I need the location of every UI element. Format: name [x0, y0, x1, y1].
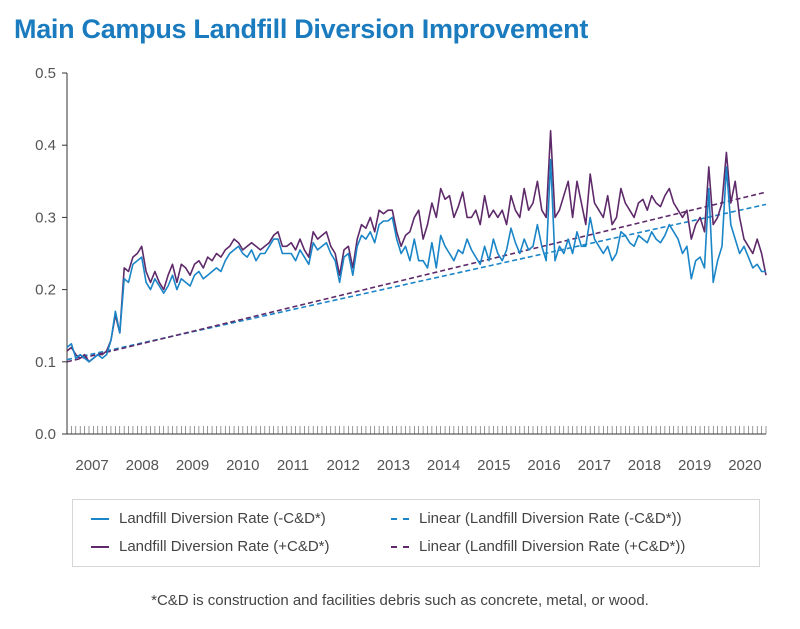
- y-tick-label: 0.4: [35, 137, 56, 154]
- legend-label: Linear (Landfill Diversion Rate (-C&D*)): [419, 510, 682, 527]
- y-tick-label: 0.0: [35, 426, 56, 443]
- footnote: *C&D is construction and facilities debr…: [151, 592, 649, 609]
- x-tick-label: 2008: [126, 457, 159, 474]
- x-tick-label: 2009: [176, 457, 209, 474]
- chart-plot: 0.0 0.1 0.2 0.3 0.4 0.5 2007 2008 2009 2010 2011 20…: [35, 65, 767, 474]
- y-tick-label: 0.3: [35, 209, 56, 226]
- y-axis-ticks: [62, 72, 767, 435]
- series-line-1: [66, 130, 767, 363]
- legend-item-cd-included: Landfill Diversion Rate (+C&D*): [91, 538, 330, 555]
- data-series: [66, 130, 767, 363]
- y-tick-label: 0.2: [35, 282, 56, 299]
- chart-title: Main Campus Landfill Diversion Improveme…: [14, 14, 589, 44]
- x-tick-label: 2019: [678, 457, 711, 474]
- x-tick-label: 2007: [75, 457, 108, 474]
- axis-labels: 0.0 0.1 0.2 0.3 0.4 0.5 2007 2008 2009 2010 2011 20…: [35, 65, 761, 474]
- x-tick-label: 2011: [277, 457, 309, 474]
- x-tick-label: 2016: [527, 457, 560, 474]
- x-tick-label: 2010: [226, 457, 259, 474]
- legend-swatch-dashed-purple: [391, 545, 409, 548]
- legend-label: Linear (Landfill Diversion Rate (+C&D*)): [419, 538, 686, 555]
- y-tick-label: 0.1: [35, 354, 56, 371]
- trendline-2: [66, 203, 767, 361]
- legend-swatch-dashed-blue: [391, 517, 409, 520]
- chart-legend: Landfill Diversion Rate (-C&D*) Linear (…: [72, 499, 760, 567]
- x-tick-label: 2013: [377, 457, 410, 474]
- legend-item-linear-cd-included: Linear (Landfill Diversion Rate (+C&D*)): [391, 538, 685, 555]
- axes: [66, 73, 766, 435]
- x-tick-label: 2020: [728, 457, 761, 474]
- legend-swatch-solid-blue: [91, 517, 109, 520]
- x-tick-label: 2014: [427, 457, 460, 474]
- legend-label: Landfill Diversion Rate (-C&D*): [119, 510, 326, 527]
- trendlines: [66, 191, 767, 363]
- x-tick-label: 2015: [477, 457, 510, 474]
- legend-label: Landfill Diversion Rate (+C&D*): [119, 538, 330, 555]
- x-tick-label: 2018: [628, 457, 661, 474]
- legend-item-cd-excluded: Landfill Diversion Rate (-C&D*): [91, 510, 326, 527]
- series-line-0: [66, 158, 766, 363]
- legend-swatch-solid-purple: [91, 545, 109, 548]
- x-tick-label: 2012: [326, 457, 359, 474]
- legend-item-linear-cd-excluded: Linear (Landfill Diversion Rate (-C&D*)): [391, 510, 682, 527]
- y-tick-label: 0.5: [35, 65, 56, 82]
- x-tick-label: 2017: [578, 457, 611, 474]
